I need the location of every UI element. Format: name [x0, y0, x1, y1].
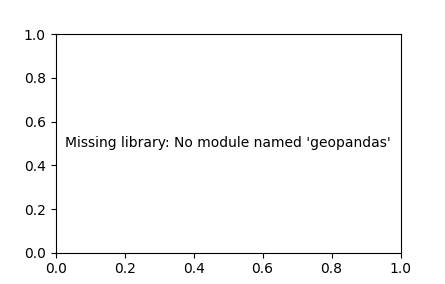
Text: Missing library: No module named 'geopandas': Missing library: No module named 'geopan…	[65, 136, 391, 151]
